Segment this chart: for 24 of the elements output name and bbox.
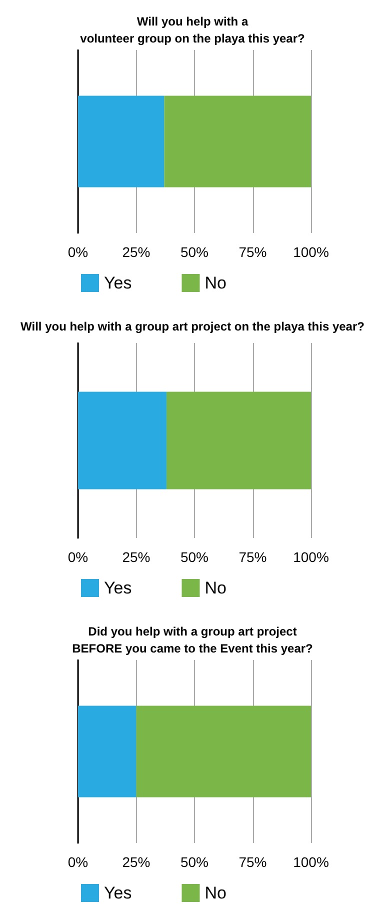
legend-label: Yes <box>104 274 132 292</box>
x-tick-label: 75% <box>238 854 267 870</box>
x-tick-label: 100% <box>293 854 329 870</box>
legend-label: Yes <box>104 578 132 598</box>
chart-title: Will you help with a group art project on the playa this year? <box>20 320 364 334</box>
x-tick-label: 0% <box>68 549 88 565</box>
legend-label: No <box>204 274 226 292</box>
x-tick-label: 100% <box>293 549 329 565</box>
x-tick-label: 25% <box>122 854 150 870</box>
legend-label: No <box>204 884 226 902</box>
x-tick-label: 0% <box>68 244 88 260</box>
x-tick-label: 25% <box>122 549 150 565</box>
x-tick-label: 75% <box>238 549 267 565</box>
legend-label: No <box>204 578 226 598</box>
x-tick-label: 75% <box>238 244 267 260</box>
x-tick-label: 50% <box>180 854 209 870</box>
x-tick-label: 50% <box>180 244 209 260</box>
x-tick-label: 50% <box>180 549 209 565</box>
x-tick-label: 100% <box>293 244 329 260</box>
chart-title: Will you help with a volunteer group on the playa this year? <box>80 14 305 46</box>
legend-label: Yes <box>104 884 132 902</box>
x-tick-label: 0% <box>68 854 88 870</box>
x-tick-label: 25% <box>122 244 150 260</box>
chart-title: Did you help with a group art project BEFORE you came to the Event this year? <box>72 624 313 656</box>
